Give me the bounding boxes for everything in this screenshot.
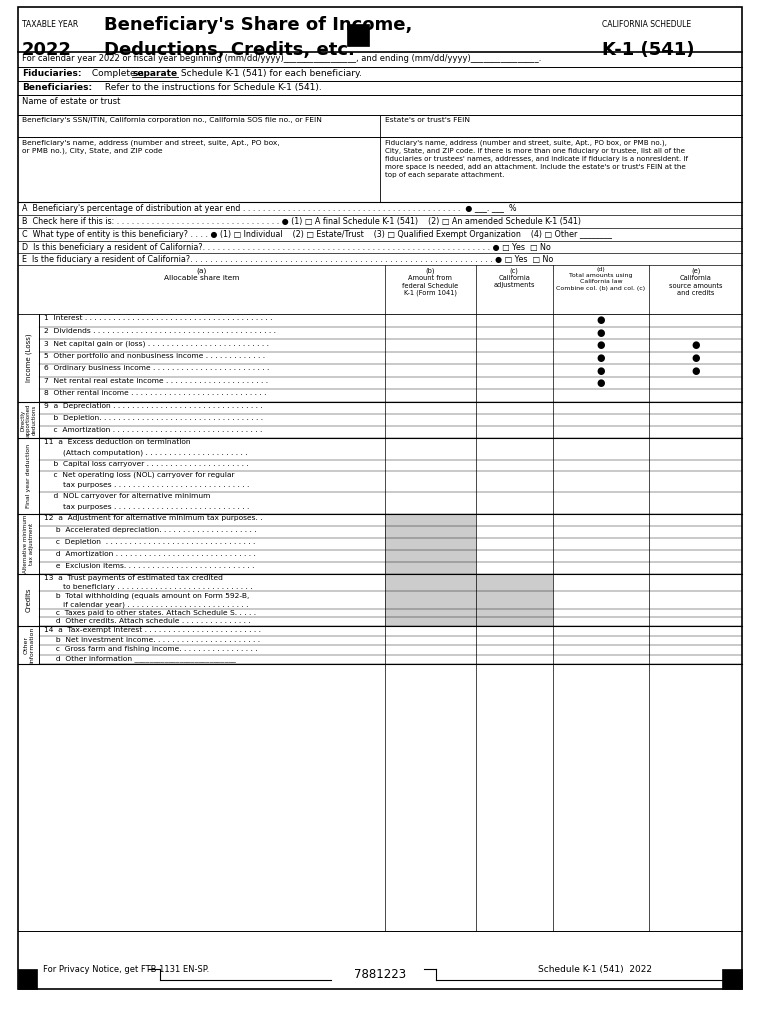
Text: Final year deduction: Final year deduction	[26, 444, 31, 508]
Text: Directly
apportioned
deductions: Directly apportioned deductions	[20, 403, 37, 437]
Text: Beneficiary's Share of Income,: Beneficiary's Share of Income,	[104, 16, 412, 34]
Text: 1  Interest . . . . . . . . . . . . . . . . . . . . . . . . . . . . . . . . . . : 1 Interest . . . . . . . . . . . . . . .…	[45, 315, 273, 321]
Text: ●: ●	[597, 353, 605, 362]
Text: (c)
California
adjustments: (c) California adjustments	[494, 267, 535, 289]
Text: b  Depletion. . . . . . . . . . . . . . . . . . . . . . . . . . . . . . . . . . : b Depletion. . . . . . . . . . . . . . .…	[45, 415, 263, 421]
Text: 3  Net capital gain or (loss) . . . . . . . . . . . . . . . . . . . . . . . . . : 3 Net capital gain or (loss) . . . . . .…	[45, 340, 270, 347]
Text: Other
information: Other information	[23, 627, 34, 664]
Text: 2  Dividends . . . . . . . . . . . . . . . . . . . . . . . . . . . . . . . . . .: 2 Dividends . . . . . . . . . . . . . . …	[45, 328, 276, 334]
Text: Fiduciary's name, address (number and street, suite, Apt., PO box, or PMB no.),
: Fiduciary's name, address (number and st…	[385, 139, 688, 178]
Text: c  Depletion  . . . . . . . . . . . . . . . . . . . . . . . . . . . . . . . .: c Depletion . . . . . . . . . . . . . . …	[45, 539, 256, 545]
Text: 2022: 2022	[22, 41, 72, 59]
Bar	[18, 969, 38, 989]
Bar	[385, 574, 553, 626]
Text: (a)
Allocable share item: (a) Allocable share item	[163, 267, 239, 281]
Bar	[347, 24, 369, 46]
Text: Beneficiary's name, address (number and street, suite, Apt., PO box,: Beneficiary's name, address (number and …	[22, 139, 280, 145]
Text: 12  a  Adjustment for alternative minimum tax purposes. .: 12 a Adjustment for alternative minimum …	[45, 515, 263, 521]
Text: to beneficiary . . . . . . . . . . . . . . . . . . . . . . . . . . . . .: to beneficiary . . . . . . . . . . . . .…	[45, 584, 253, 590]
Text: separate: separate	[132, 69, 177, 78]
Text: b  Capital loss carryover . . . . . . . . . . . . . . . . . . . . . .: b Capital loss carryover . . . . . . . .…	[45, 461, 249, 467]
Text: tax purposes . . . . . . . . . . . . . . . . . . . . . . . . . . . . .: tax purposes . . . . . . . . . . . . . .…	[45, 504, 249, 510]
Text: ●: ●	[691, 366, 700, 376]
Text: d  Amortization . . . . . . . . . . . . . . . . . . . . . . . . . . . . . .: d Amortization . . . . . . . . . . . . .…	[45, 551, 256, 557]
Text: if calendar year) . . . . . . . . . . . . . . . . . . . . . . . . . .: if calendar year) . . . . . . . . . . . …	[45, 601, 249, 607]
Text: C  What type of entity is this beneficiary? . . . . ● (1) □ Individual    (2) □ : C What type of entity is this beneficiar…	[22, 230, 611, 239]
Text: 6  Ordinary business income . . . . . . . . . . . . . . . . . . . . . . . . .: 6 Ordinary business income . . . . . . .…	[45, 366, 270, 372]
Text: ●: ●	[597, 366, 605, 376]
Text: (b)
Amount from
federal Schedule
K-1 (Form 1041): (b) Amount from federal Schedule K-1 (Fo…	[402, 267, 458, 297]
Text: Schedule K-1 (541) for each beneficiary.: Schedule K-1 (541) for each beneficiary.	[178, 69, 362, 78]
Text: Estate's or trust's FEIN: Estate's or trust's FEIN	[385, 117, 470, 123]
Text: ●: ●	[691, 340, 700, 350]
Text: ●: ●	[597, 340, 605, 350]
Text: 8  Other rental income . . . . . . . . . . . . . . . . . . . . . . . . . . . . .: 8 Other rental income . . . . . . . . . …	[45, 390, 267, 396]
Text: (d)
Total amounts using
California law
Combine col. (b) and col. (c): (d) Total amounts using California law C…	[557, 267, 645, 291]
Text: (Attach computation) . . . . . . . . . . . . . . . . . . . . . .: (Attach computation) . . . . . . . . . .…	[45, 450, 248, 457]
Text: CALIFORNIA SCHEDULE: CALIFORNIA SCHEDULE	[602, 20, 691, 29]
Text: b  Accelerated depreciation. . . . . . . . . . . . . . . . . . . . .: b Accelerated depreciation. . . . . . . …	[45, 527, 257, 534]
Text: Beneficiary's SSN/ITIN, California corporation no., California SOS file no., or : Beneficiary's SSN/ITIN, California corpo…	[22, 117, 322, 123]
Text: d  NOL carryover for alternative minimum: d NOL carryover for alternative minimum	[45, 494, 211, 500]
Text: For calendar year 2022 or fiscal year beginning (mm/dd/yyyy)_________________, a: For calendar year 2022 or fiscal year be…	[22, 54, 541, 63]
Text: (e)
California
source amounts
and credits: (e) California source amounts and credit…	[669, 267, 722, 296]
Text: 9  a  Depreciation . . . . . . . . . . . . . . . . . . . . . . . . . . . . . . .: 9 a Depreciation . . . . . . . . . . . .…	[45, 403, 263, 409]
Text: D  Is this beneficiary a resident of California?. . . . . . . . . . . . . . . . : D Is this beneficiary a resident of Cali…	[22, 243, 551, 252]
Text: c  Net operating loss (NOL) carryover for regular: c Net operating loss (NOL) carryover for…	[45, 472, 235, 478]
Text: or PMB no.), City, State, and ZIP code: or PMB no.), City, State, and ZIP code	[22, 147, 162, 154]
Text: 5  Other portfolio and nonbusiness income . . . . . . . . . . . . .: 5 Other portfolio and nonbusiness income…	[45, 352, 266, 358]
Text: 13  a  Trust payments of estimated tax credited: 13 a Trust payments of estimated tax cre…	[45, 575, 223, 581]
Bar	[722, 969, 742, 989]
Text: tax purposes . . . . . . . . . . . . . . . . . . . . . . . . . . . . .: tax purposes . . . . . . . . . . . . . .…	[45, 482, 249, 488]
Text: Alternative minimum
tax adjustment: Alternative minimum tax adjustment	[23, 515, 34, 573]
Text: TAXABLE YEAR: TAXABLE YEAR	[22, 20, 78, 29]
Text: Name of estate or trust: Name of estate or trust	[22, 97, 120, 106]
Text: ●: ●	[597, 328, 605, 338]
Text: c  Gross farm and fishing income. . . . . . . . . . . . . . . . .: c Gross farm and fishing income. . . . .…	[45, 646, 258, 652]
Bar	[385, 514, 476, 574]
Text: E  Is the fiduciary a resident of California?. . . . . . . . . . . . . . . . . .: E Is the fiduciary a resident of Califor…	[22, 255, 553, 264]
Text: d  Other information ___________________________: d Other information ____________________…	[45, 655, 236, 663]
Text: 14  a  Tax-exempt interest . . . . . . . . . . . . . . . . . . . . . . . . .: 14 a Tax-exempt interest . . . . . . . .…	[45, 627, 261, 633]
Text: Refer to the instructions for Schedule K-1 (541).: Refer to the instructions for Schedule K…	[102, 83, 321, 92]
Text: A  Beneficiary's percentage of distribution at year end . . . . . . . . . . . . : A Beneficiary's percentage of distributi…	[22, 204, 517, 213]
Text: Income (Loss): Income (Loss)	[25, 334, 32, 382]
Text: d  Other credits. Attach schedule . . . . . . . . . . . . . . .: d Other credits. Attach schedule . . . .…	[45, 618, 251, 625]
Text: c  Amortization . . . . . . . . . . . . . . . . . . . . . . . . . . . . . . . .: c Amortization . . . . . . . . . . . . .…	[45, 427, 263, 433]
Text: b  Total withholding (equals amount on Form 592-B,: b Total withholding (equals amount on Fo…	[45, 592, 249, 599]
Text: 11  a  Excess deduction on termination: 11 a Excess deduction on termination	[45, 439, 191, 445]
Text: ●: ●	[597, 378, 605, 388]
Text: K-1 (541): K-1 (541)	[602, 41, 695, 59]
Text: c  Taxes paid to other states. Attach Schedule S. . . . .: c Taxes paid to other states. Attach Sch…	[45, 609, 256, 615]
Text: e  Exclusion items. . . . . . . . . . . . . . . . . . . . . . . . . . . .: e Exclusion items. . . . . . . . . . . .…	[45, 563, 255, 569]
Text: Fiduciaries:: Fiduciaries:	[22, 69, 81, 78]
Text: For Privacy Notice, get FTB 1131 EN-SP.: For Privacy Notice, get FTB 1131 EN-SP.	[43, 965, 209, 974]
Text: b  Net investment income. . . . . . . . . . . . . . . . . . . . . . .: b Net investment income. . . . . . . . .…	[45, 637, 260, 642]
Text: ●: ●	[691, 353, 700, 362]
Text: Complete a: Complete a	[89, 69, 147, 78]
Text: Beneficiaries:: Beneficiaries:	[22, 83, 92, 92]
Text: ●: ●	[597, 315, 605, 326]
Text: Deductions, Credits, etc.: Deductions, Credits, etc.	[104, 41, 354, 59]
Text: Credits: Credits	[25, 588, 32, 612]
Text: 7  Net rental real estate income . . . . . . . . . . . . . . . . . . . . . .: 7 Net rental real estate income . . . . …	[45, 378, 269, 384]
Text: B  Check here if this is: . . . . . . . . . . . . . . . . . . . . . . . . . . . : B Check here if this is: . . . . . . . .…	[22, 217, 581, 226]
Text: Schedule K-1 (541)  2022: Schedule K-1 (541) 2022	[537, 965, 651, 974]
Text: 7881223: 7881223	[354, 968, 406, 981]
